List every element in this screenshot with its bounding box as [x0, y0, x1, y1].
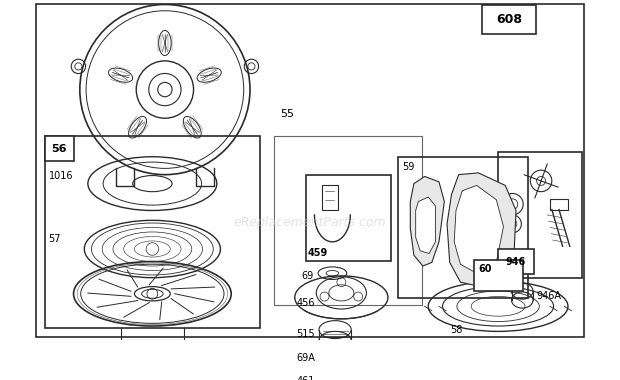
Text: 515: 515: [296, 329, 315, 339]
Text: 946A: 946A: [536, 291, 562, 301]
Polygon shape: [454, 185, 503, 273]
Bar: [274, 136, 422, 304]
Polygon shape: [410, 176, 445, 266]
Bar: [498, 249, 534, 274]
Text: 55: 55: [280, 109, 294, 119]
Text: 56: 56: [51, 144, 67, 154]
Bar: [45, 136, 260, 328]
Text: 608: 608: [496, 13, 522, 26]
Text: 456: 456: [296, 298, 315, 308]
Bar: [45, 136, 74, 161]
Text: 946: 946: [506, 256, 526, 266]
Bar: [398, 157, 528, 298]
Text: 69: 69: [301, 271, 313, 281]
Polygon shape: [415, 197, 435, 253]
Text: 459: 459: [308, 249, 327, 258]
Text: eReplacementParts.com: eReplacementParts.com: [234, 215, 386, 229]
Text: 1016: 1016: [48, 171, 73, 181]
Text: 69A: 69A: [296, 353, 316, 363]
Text: 59: 59: [402, 163, 415, 173]
Bar: [482, 5, 536, 34]
Bar: [306, 175, 391, 261]
Bar: [498, 152, 582, 278]
Polygon shape: [447, 173, 516, 287]
Bar: [322, 185, 338, 211]
Text: 461: 461: [296, 376, 315, 380]
Text: 58: 58: [451, 325, 463, 335]
Text: 60: 60: [479, 264, 492, 274]
Bar: [330, 376, 343, 380]
Text: 57: 57: [48, 234, 61, 244]
Bar: [550, 199, 568, 210]
Bar: [474, 260, 523, 291]
